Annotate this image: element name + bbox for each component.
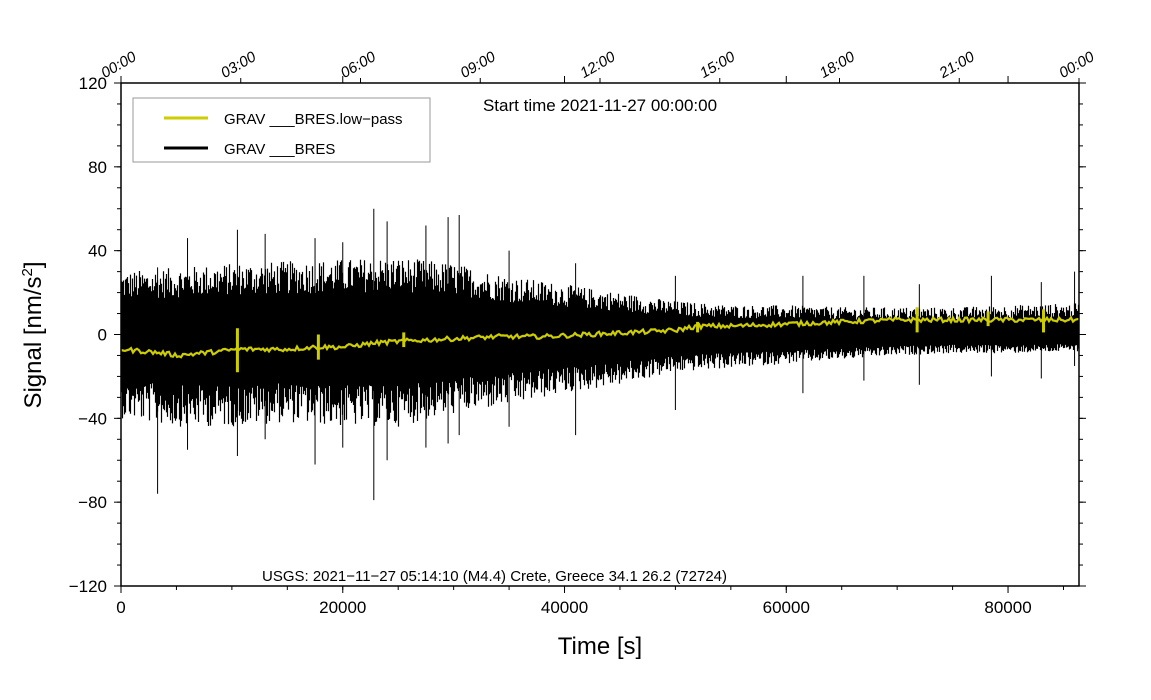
top-tick-label-5: 15:00 [697, 48, 739, 82]
legend: GRAV ___BRES.low−pass GRAV ___BRES [132, 97, 431, 163]
top-tick-label-4: 12:00 [577, 48, 619, 82]
y-axis-title-main: Signal [nm/s [20, 276, 47, 408]
x-tick-label-4: 80000 [984, 598, 1031, 617]
y-tick-label-0: 120 [79, 74, 107, 93]
y-tick-label-1: 80 [88, 158, 107, 177]
start-time-label: Start time 2021-11-27 00:00:00 [483, 96, 717, 115]
legend-label-raw: GRAV ___BRES [224, 141, 335, 158]
top-tick-label-0: 00:00 [98, 48, 140, 82]
plot-area [120, 208, 1080, 501]
y-tick-label-6: −120 [69, 577, 107, 596]
x-tick-label-1: 20000 [319, 598, 366, 617]
legend-box [132, 97, 431, 163]
top-tick-label-6: 18:00 [817, 48, 859, 82]
y-tick-label-2: 40 [88, 242, 107, 261]
y-axis-title-end: ] [20, 261, 47, 268]
x-axis-title: Time [s] [558, 633, 642, 660]
top-tick-label-1: 03:00 [218, 48, 260, 82]
x-tick-label-0: 0 [116, 598, 125, 617]
series-lowpass [120, 315, 1080, 359]
x-tick-label-2: 40000 [541, 598, 588, 617]
top-tick-label-3: 09:00 [457, 48, 499, 82]
top-tick-label-8: 00:00 [1056, 48, 1098, 82]
top-tick-label-7: 21:00 [936, 48, 978, 82]
y-tick-label-3: 0 [98, 326, 107, 345]
y-tick-label-5: −80 [78, 493, 107, 512]
x-tick-label-3: 60000 [763, 598, 810, 617]
legend-label-lowpass: GRAV ___BRES.low−pass [224, 111, 403, 128]
y-tick-label-4: −40 [78, 409, 107, 428]
event-annotation: USGS: 2021−11−27 05:14:10 (M4.4) Crete, … [262, 568, 727, 585]
top-tick-label-2: 06:00 [338, 48, 380, 82]
y-axis-title: Signal [nm/s2] [19, 261, 47, 408]
y-axis-title-sup: 2 [19, 268, 36, 276]
